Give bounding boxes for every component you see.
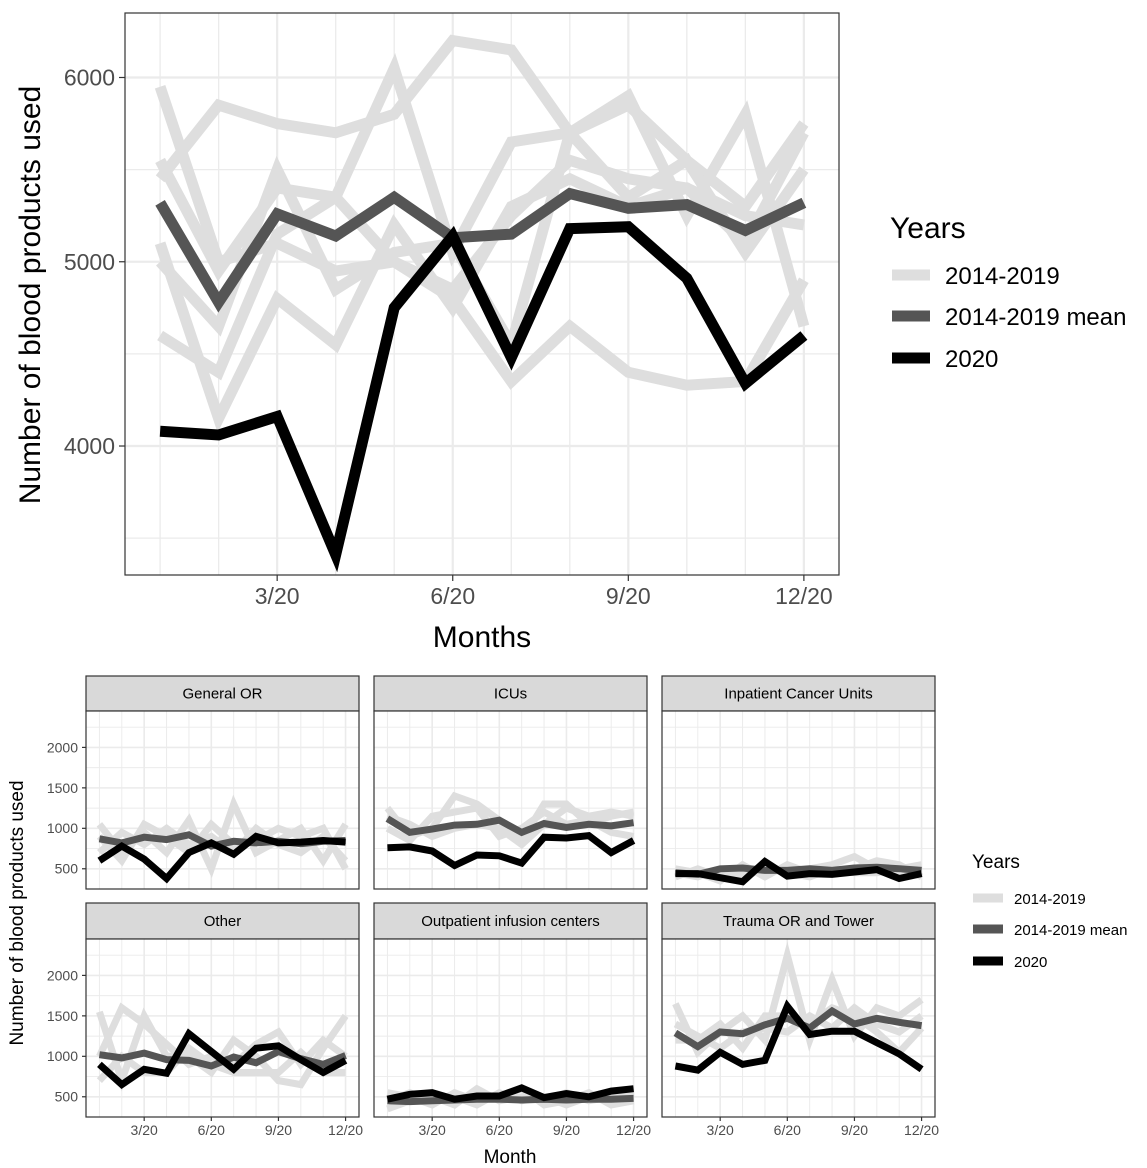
top-x-tick-label: 12/20 (775, 583, 833, 609)
facet-strip-label: Outpatient infusion centers (421, 913, 599, 930)
facet-plot-background (662, 711, 935, 889)
facet-2020-line (97, 1028, 348, 1090)
top-chart: 4000 5000 6000 3/20 6/20 9/20 12/20 Months Numbe… (14, 12, 840, 654)
facet-strip-label: Other (204, 913, 242, 930)
facet-strip-label: Inpatient Cancer Units (724, 686, 872, 703)
facet-panel: Inpatient Cancer Units (661, 675, 936, 890)
facet-y-tick-label: 500 (55, 861, 79, 877)
facet-y-tick-label: 2000 (47, 739, 78, 755)
facet-panel-border (373, 938, 648, 1118)
facet-x-tick-label: 12/20 (328, 1122, 363, 1138)
top-history-line-4 (155, 34, 809, 263)
facet-legend: Years 2014-2019 2014-2019 mean 2020 (972, 852, 1127, 971)
facet-x-tick-label: 12/20 (616, 1122, 651, 1138)
facet-plot-background (86, 939, 359, 1117)
facet-x-tick-label: 6/20 (198, 1122, 225, 1138)
facet-x-tick-label: 6/20 (774, 1122, 801, 1138)
facet-y-tick-label: 2000 (47, 967, 78, 983)
facet-legend-title: Years (972, 852, 1020, 873)
facet-plot-background (86, 711, 359, 889)
facet-2020-line (675, 857, 923, 886)
top-y-tick-label: 4000 (64, 433, 115, 459)
facet-plot-background (374, 939, 647, 1117)
facet-2020-line (386, 1084, 634, 1103)
top-x-tick-label: 6/20 (430, 583, 475, 609)
top-x-tick-label: 3/20 (255, 583, 300, 609)
top-x-tick-label: 9/20 (606, 583, 651, 609)
top-y-tick-label: 6000 (64, 65, 115, 91)
facet-legend-label-hist: 2014-2019 (1014, 891, 1086, 908)
facet-y-tick-label: 1000 (47, 820, 78, 836)
top-y-tick-label: 5000 (64, 249, 115, 275)
facet-y-tick-label: 1500 (47, 780, 78, 796)
facet-panel-border (85, 710, 360, 890)
facet-x-tick-label: 3/20 (707, 1122, 734, 1138)
facet-strip-label: ICUs (494, 686, 527, 703)
facet-mean-line (385, 815, 635, 837)
facet-panel: Other 500 1000 1500 2000 3/20 6/20 9/20 12/20 (47, 902, 363, 1138)
facet-panel: General OR 500 1000 1500 2000 (47, 675, 360, 890)
facet-history-line-3 (96, 819, 349, 871)
facet-chart: General OR 500 1000 1500 2000 ICUs Inpatient C… (7, 675, 939, 1168)
facet-y-tick-label: 1500 (47, 1008, 78, 1024)
facet-x-tick-label: 9/20 (841, 1122, 868, 1138)
facet-strip-label: Trauma OR and Tower (723, 913, 874, 930)
facet-x-tick-label: 9/20 (265, 1122, 292, 1138)
top-history-line-5 (157, 52, 810, 381)
facet-panel: Trauma OR and Tower 3/20 6/20 9/20 12/20 (661, 902, 939, 1138)
facet-strip (85, 902, 360, 940)
facet-mean-line (387, 1094, 634, 1106)
top-legend-label-2020: 2020 (945, 346, 998, 373)
facet-2020-line (387, 831, 636, 870)
facet-panel-border (661, 938, 936, 1118)
facet-y-tick-label: 500 (55, 1089, 79, 1105)
facet-strip (373, 902, 648, 940)
facet-strip (373, 675, 648, 712)
facet-history-line-3 (386, 804, 635, 849)
top-2020-line (159, 221, 808, 573)
top-legend: Years 2014-2019 2014-2019 mean 2020 (890, 212, 1126, 373)
facet-panel: Outpatient infusion centers 3/20 6/20 9/20 1… (373, 902, 651, 1138)
facet-strip (661, 675, 936, 712)
facet-x-tick-label: 6/20 (486, 1122, 513, 1138)
facet-panel-border (373, 710, 648, 890)
facet-legend-label-2020: 2020 (1014, 954, 1047, 971)
top-mean-line (155, 187, 807, 313)
facet-x-tick-label: 9/20 (553, 1122, 580, 1138)
top-panel-border (124, 12, 840, 576)
facet-strip (85, 675, 360, 712)
facet-2020-line (97, 832, 346, 884)
facet-x-axis-title: Month (484, 1147, 537, 1168)
facet-x-tick-label: 12/20 (904, 1122, 939, 1138)
top-legend-label-mean: 2014-2019 mean (945, 304, 1126, 331)
facet-2020-line (674, 999, 924, 1074)
facet-panel-border (661, 710, 936, 890)
facet-strip-label: General OR (182, 686, 262, 703)
top-x-axis-title: Months (433, 621, 531, 654)
top-history-line-6 (154, 172, 805, 433)
facet-x-tick-label: 3/20 (419, 1122, 446, 1138)
facet-panel: ICUs (373, 675, 648, 890)
top-legend-label-hist: 2014-2019 (945, 263, 1060, 290)
top-legend-title: Years (890, 212, 966, 245)
facet-legend-label-mean: 2014-2019 mean (1014, 922, 1127, 939)
facet-x-tick-label: 3/20 (131, 1122, 158, 1138)
facet-y-tick-label: 1000 (47, 1048, 78, 1064)
facet-panel-border (85, 938, 360, 1118)
top-y-axis-title: Number of blood products used (14, 86, 47, 505)
facet-y-axis-title: Number of blood products used (7, 780, 28, 1045)
